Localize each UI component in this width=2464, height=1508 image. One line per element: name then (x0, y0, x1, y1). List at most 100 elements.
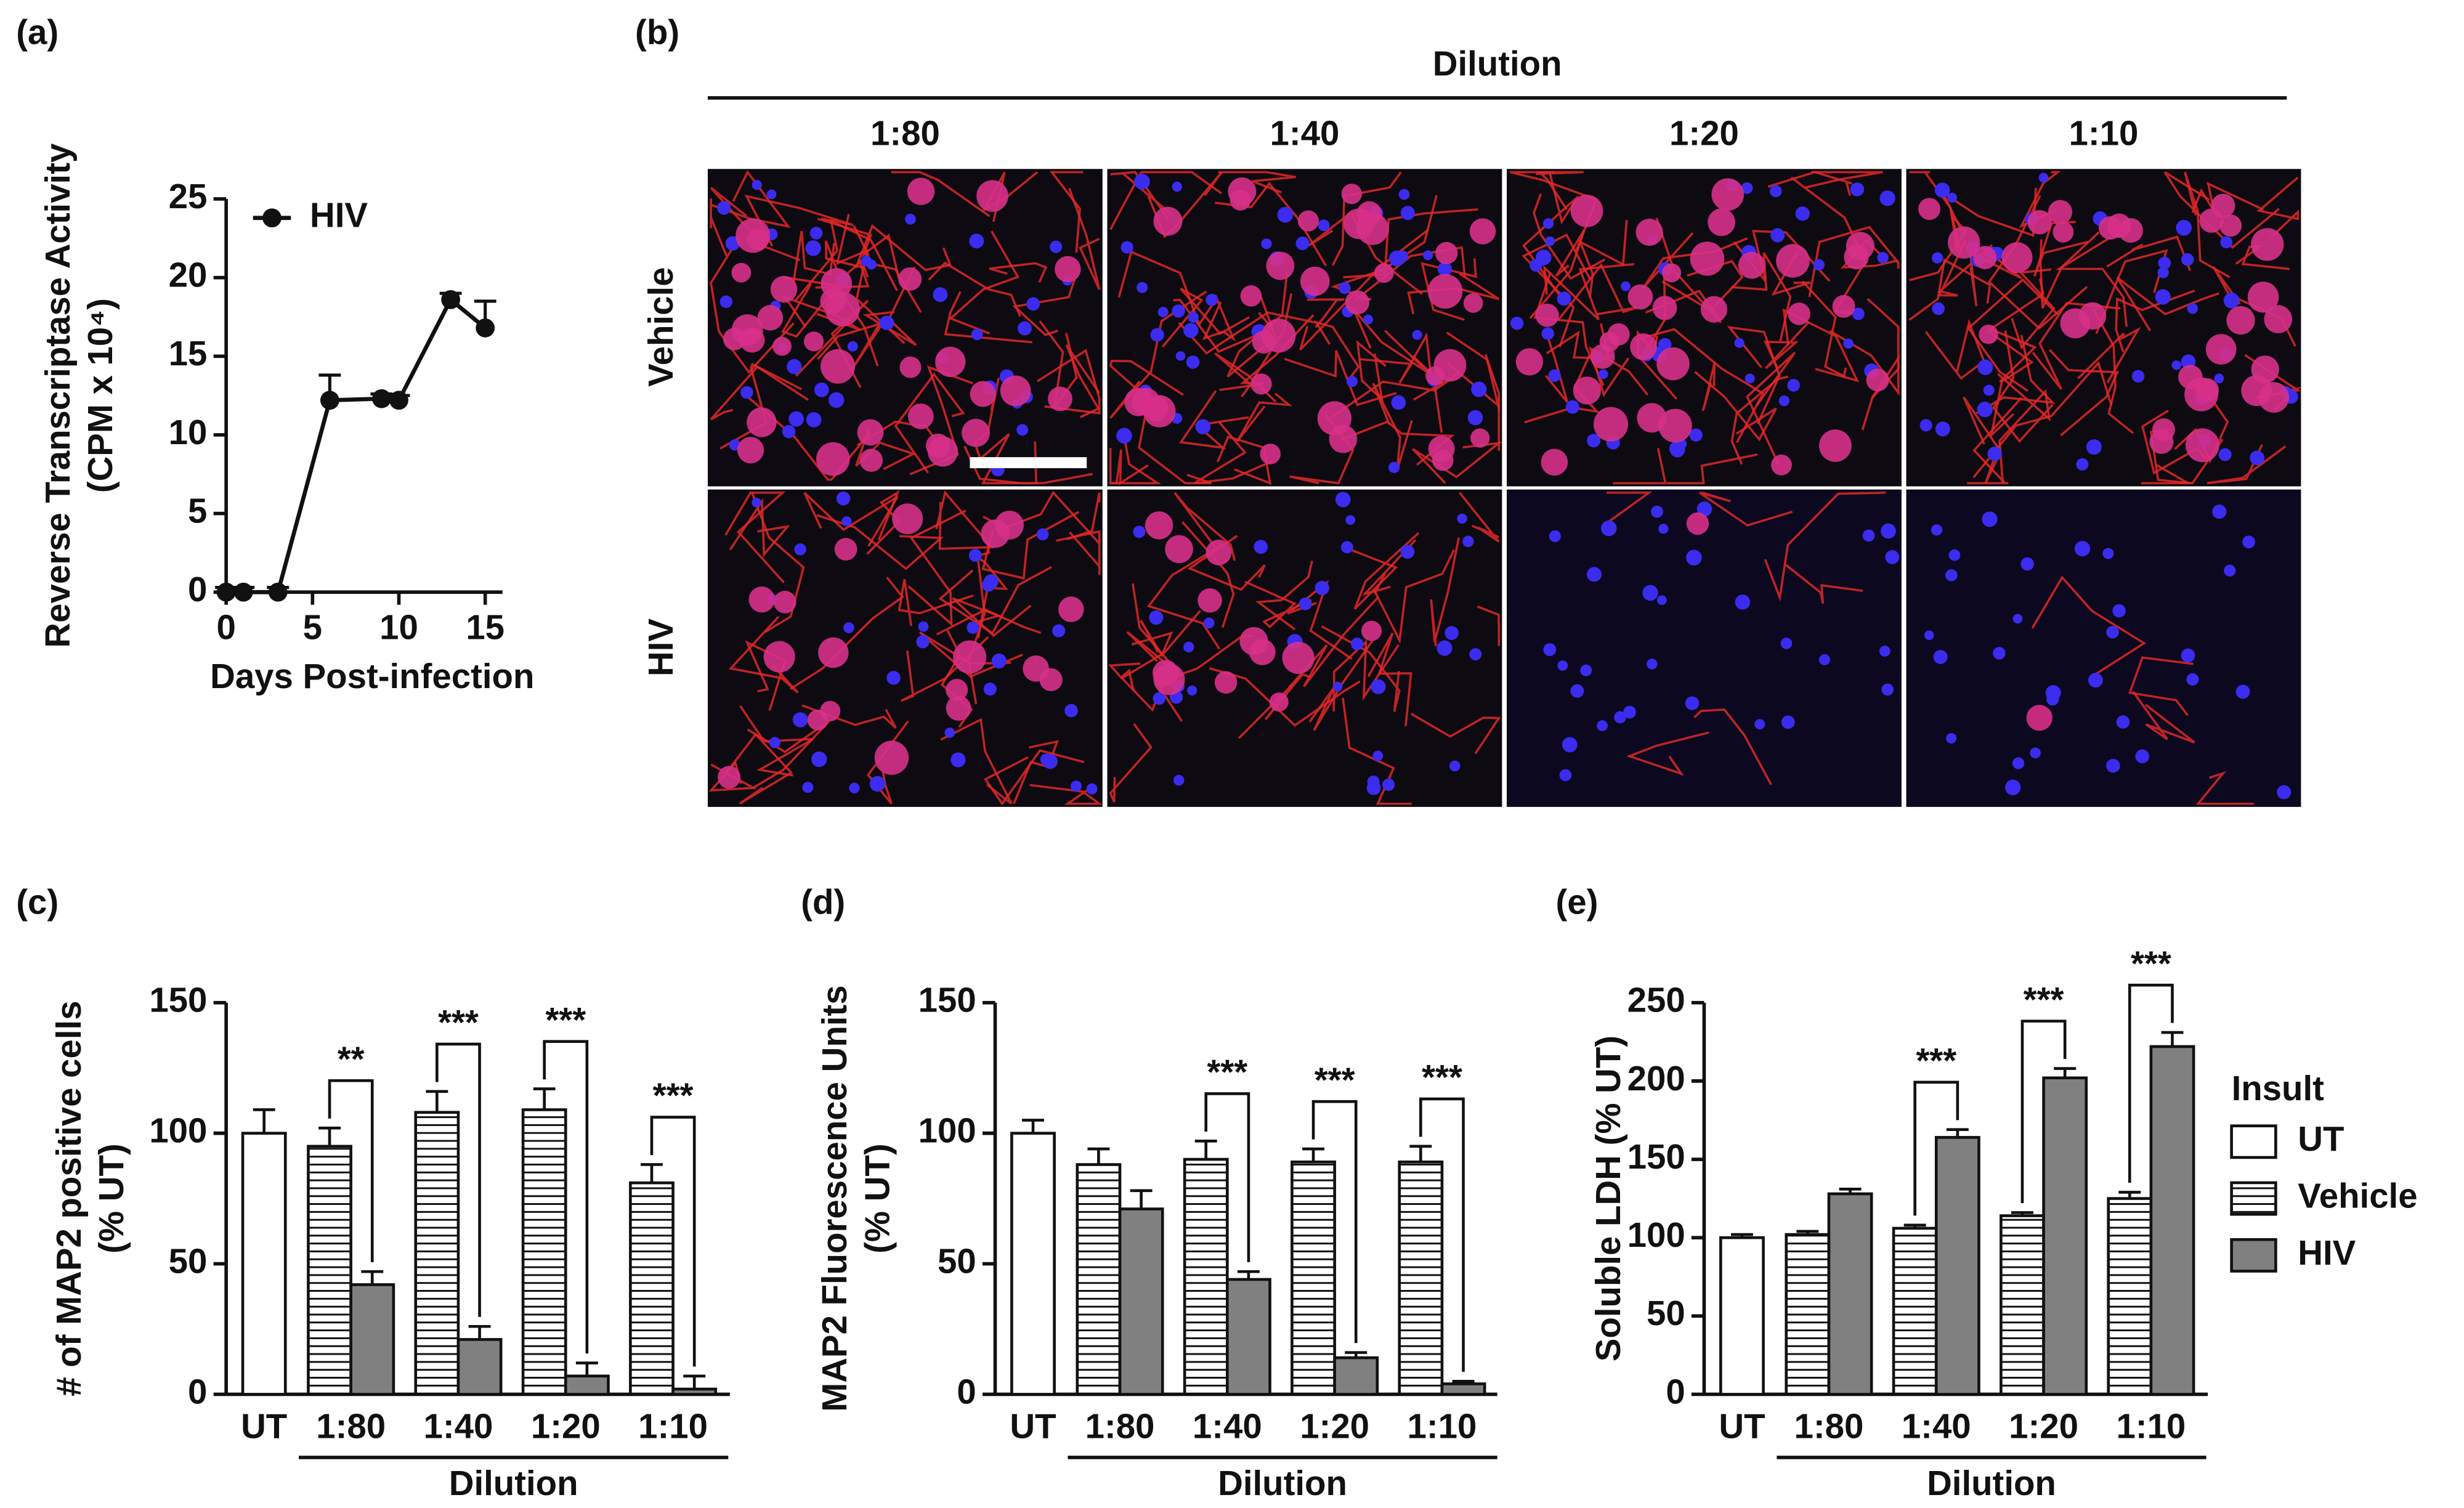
significance-label: *** (2024, 980, 2064, 1019)
neurite (1420, 258, 1477, 321)
bar (2042, 1076, 2088, 1396)
neurite (1255, 561, 1313, 631)
micrograph (1906, 489, 2301, 807)
neurite (1459, 492, 1500, 543)
neuron (935, 346, 966, 378)
nucleus (1042, 753, 1058, 769)
neuron (821, 349, 856, 384)
y-tick-label: 100 (1627, 1215, 1685, 1254)
x-tick-label: 0 (216, 608, 235, 647)
nucleus (2171, 360, 2181, 370)
neuron (1776, 244, 1810, 278)
nucleus (886, 671, 901, 685)
significance-bracket (1913, 1080, 1959, 1216)
neuron (1361, 620, 1382, 641)
legend-swatch (2230, 1238, 2277, 1273)
neuron (1427, 274, 1463, 309)
neurite (2132, 691, 2195, 744)
nucleus (787, 359, 802, 375)
nucleus (2076, 458, 2089, 471)
x-axis-label: Days Post-infection (210, 657, 534, 695)
neurite (862, 266, 917, 346)
x-tick-label: UT (1719, 1407, 1765, 1446)
nucleus (1770, 228, 1785, 243)
group-label: Dilution (449, 1464, 578, 1502)
nucleus (719, 295, 733, 309)
nucleus (1656, 595, 1667, 606)
nucleus (1188, 312, 1199, 323)
neurite (854, 224, 952, 272)
neurite (952, 597, 1032, 638)
nucleus (814, 382, 829, 397)
neuron (1652, 296, 1677, 320)
y-tick-label: 100 (149, 1111, 207, 1150)
significance-label: ** (338, 1039, 365, 1078)
nucleus (1647, 659, 1658, 670)
nucleus (1175, 351, 1186, 361)
error-bar (361, 1270, 384, 1285)
nucleus (1862, 529, 1875, 542)
neurite (801, 704, 897, 729)
nucleus (1137, 282, 1148, 293)
error-bar (1087, 1147, 1110, 1165)
nucleus (2106, 758, 2120, 773)
nucleus (1557, 291, 1571, 306)
data-point (320, 391, 339, 410)
neuron (748, 586, 775, 613)
nucleus (1549, 530, 1561, 543)
nucleus (1987, 447, 2002, 461)
nucleus (1371, 679, 1386, 694)
x-tick-label: 1:80 (316, 1407, 386, 1446)
neurite (816, 514, 944, 570)
error-bar (426, 1090, 448, 1113)
nucleus (1598, 369, 1608, 379)
error-bar (575, 1361, 598, 1376)
neurite (971, 433, 1038, 485)
nucleus (1621, 281, 1631, 291)
neurite (2106, 235, 2192, 272)
nucleus (1510, 317, 1524, 330)
nucleus (1769, 185, 1782, 198)
y-tick-label: 15 (169, 334, 208, 373)
nucleus (2218, 448, 2232, 461)
significance-bracket (328, 1079, 374, 1262)
neuron (2178, 365, 2203, 389)
y-axis-label: (CPM x 10⁴) (81, 298, 120, 493)
data-point (233, 582, 253, 602)
bar (2107, 1197, 2153, 1396)
neurite (1307, 298, 1345, 328)
nucleus (1398, 188, 1410, 200)
neurite (2195, 771, 2254, 805)
nucleus (1977, 359, 1993, 375)
y-tick-label: 150 (1627, 1137, 1685, 1176)
neurite (710, 244, 795, 375)
neuron (1356, 213, 1389, 245)
nucleus (1183, 323, 1199, 338)
nucleus (1064, 703, 1078, 718)
neurite (1694, 371, 1777, 442)
neurite (744, 194, 854, 247)
neuron (1656, 347, 1690, 381)
y-tick-label: 200 (1627, 1059, 1685, 1098)
legend-swatch (2230, 1124, 2277, 1159)
neurite (1308, 639, 1374, 731)
data-point (441, 290, 461, 309)
nucleus (1332, 681, 1343, 692)
nucleus (788, 411, 804, 427)
nucleus (1530, 259, 1542, 272)
neuron (820, 700, 841, 721)
y-axis-label: Soluble LDH (% UT) (1589, 1036, 1627, 1361)
nucleus (2277, 785, 2292, 800)
nucleus (1391, 395, 1406, 410)
neurite (1603, 491, 1653, 526)
bar (349, 1283, 395, 1396)
nucleus (1206, 293, 1218, 306)
neurite (1666, 453, 1758, 485)
column-label: 1:10 (2069, 113, 2139, 152)
neurite (825, 240, 869, 278)
nucleus (1586, 567, 1602, 582)
nucleus (1018, 321, 1032, 336)
nucleus (1149, 610, 1164, 625)
nucleus (1852, 307, 1865, 320)
